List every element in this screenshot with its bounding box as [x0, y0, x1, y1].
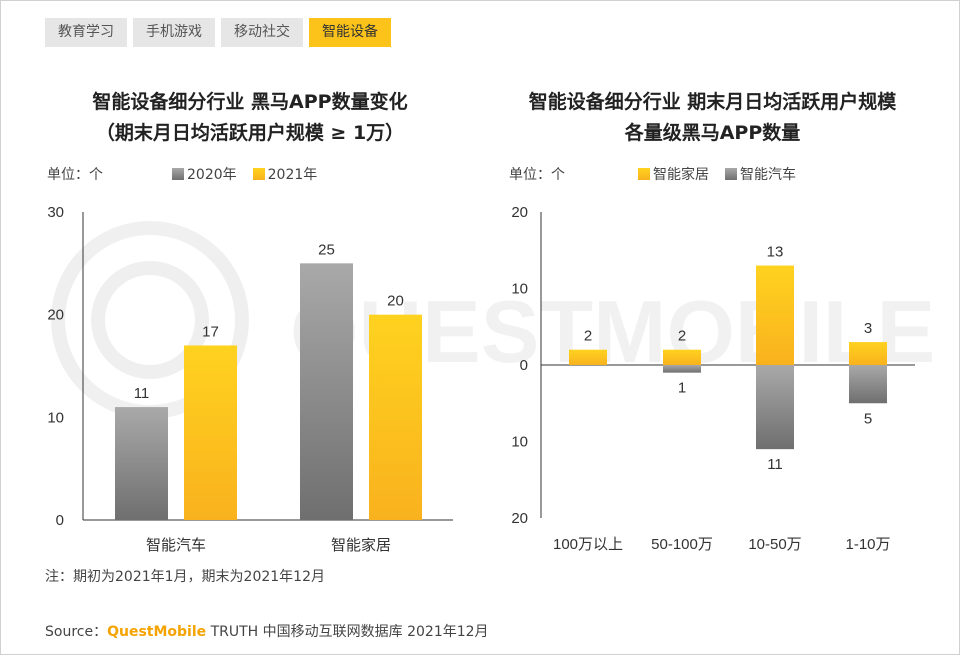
- right-title-line1: 智能设备细分行业 期末月日均活跃用户规模: [528, 91, 897, 113]
- left-bar: [369, 314, 422, 520]
- right-data-label: 5: [864, 410, 872, 427]
- right-x-tick-label: 100万以上: [553, 536, 623, 553]
- right-bar: [569, 349, 607, 365]
- right-bar: [849, 365, 887, 404]
- legend-swatch-gold: [638, 168, 650, 180]
- right-chart-title: 智能设备细分行业 期末月日均活跃用户规模 各量级黑马APP数量: [490, 87, 935, 149]
- right-bar: [663, 365, 701, 373]
- left-legend: 2020年 2021年: [172, 164, 317, 184]
- left-unit-label: 单位：个: [47, 167, 103, 183]
- right-title-line2: 各量级黑马APP数量: [624, 122, 801, 144]
- right-bar: [663, 349, 701, 365]
- legend-label-2021: 2021年: [267, 167, 318, 183]
- legend-item-2021: 2021年: [252, 164, 318, 184]
- legend-item-smart-car: 智能汽车: [725, 164, 796, 184]
- tab-smart-devices[interactable]: 智能设备: [309, 18, 391, 47]
- source-line: Source：QuestMobile TRUTH 中国移动互联网数据库 2021…: [45, 621, 489, 641]
- tab-bar: 教育学习 手机游戏 移动社交 智能设备: [45, 18, 391, 47]
- left-bar: [115, 407, 168, 520]
- legend-label-smart-car: 智能汽车: [740, 167, 796, 183]
- left-x-tick-label: 智能汽车: [146, 536, 206, 554]
- source-brand: QuestMobile: [107, 624, 207, 640]
- left-chart-title: 智能设备细分行业 黑马APP数量变化 （期末月日均活跃用户规模 ≥ 1万）: [45, 87, 455, 149]
- legend-swatch-gray: [172, 168, 184, 180]
- right-bar: [849, 342, 887, 365]
- tab-education[interactable]: 教育学习: [45, 18, 127, 47]
- footnote: 注：期初为2021年1月，期末为2021年12月: [45, 569, 325, 585]
- right-unit-label: 单位：个: [509, 167, 565, 183]
- source-rest: TRUTH 中国移动互联网数据库 2021年12月: [206, 624, 489, 640]
- left-bar: [184, 345, 237, 520]
- left-data-label: 20: [387, 293, 404, 310]
- right-y-tick-label: 0: [520, 357, 528, 374]
- right-x-tick-label: 10-50万: [748, 536, 801, 553]
- right-legend: 智能家居 智能汽车: [638, 164, 796, 184]
- right-y-tick-label: 20: [511, 510, 528, 527]
- left-y-tick-label: 0: [56, 512, 64, 529]
- right-y-tick-label: 10: [511, 281, 528, 298]
- left-data-label: 11: [134, 385, 150, 402]
- right-data-label: 2: [678, 328, 686, 345]
- right-data-label: 1: [678, 380, 686, 397]
- left-y-tick-label: 10: [47, 409, 64, 426]
- legend-swatch-gray: [725, 168, 737, 180]
- right-data-label: 2: [584, 328, 592, 345]
- left-data-label: 25: [318, 241, 335, 258]
- legend-item-2020: 2020年: [172, 164, 237, 184]
- source-prefix: Source：: [45, 624, 108, 640]
- right-data-label: 13: [767, 244, 784, 261]
- left-data-label: 17: [202, 323, 219, 340]
- left-y-tick-label: 20: [47, 307, 64, 324]
- left-bar-chart: 0 10 20 30 智能汽车 11 17 智能家居 25 20: [47, 204, 453, 554]
- right-data-label: 11: [767, 456, 783, 473]
- left-x-tick-label: 智能家居: [331, 536, 391, 554]
- right-y-tick-label: 10: [511, 434, 528, 451]
- right-data-label: 3: [864, 320, 872, 337]
- left-title-line2: （期末月日均活跃用户规模 ≥ 1万）: [95, 122, 405, 144]
- left-y-tick-label: 30: [47, 204, 64, 221]
- right-bar-chart: 20 10 0 10 20 100万以上 2 50-100万 2 1 10-50万 13 11 1-10万…: [511, 204, 915, 553]
- tab-mobile-social[interactable]: 移动社交: [221, 18, 303, 47]
- legend-label-2020: 2020年: [187, 167, 237, 183]
- left-title-line1: 智能设备细分行业 黑马APP数量变化: [92, 91, 408, 113]
- right-bar: [756, 365, 794, 450]
- right-x-tick-label: 50-100万: [651, 536, 713, 553]
- legend-label-smart-home: 智能家居: [653, 167, 709, 183]
- right-y-tick-label: 20: [511, 204, 528, 221]
- right-x-tick-label: 1-10万: [845, 536, 890, 553]
- left-bar: [300, 263, 353, 520]
- legend-item-smart-home: 智能家居: [638, 164, 709, 184]
- right-bar: [756, 265, 794, 365]
- legend-swatch-gold: [252, 168, 265, 180]
- tab-mobile-games[interactable]: 手机游戏: [133, 18, 215, 47]
